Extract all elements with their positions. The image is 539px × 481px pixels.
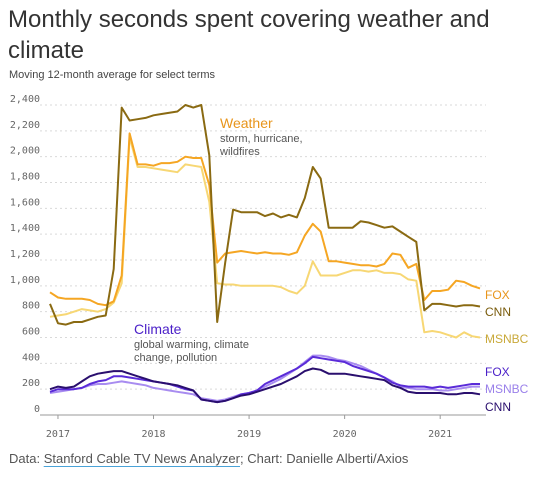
y-tick-label: 1,600 [10,197,40,208]
weather-cnn-line [49,104,481,326]
climate-cnn-label: CNN [485,400,511,414]
climate-msnbc-label: MSNBC [485,382,529,396]
chart-footer: Data: Stanford Cable TV News Analyzer; C… [9,451,408,466]
climate-fox-label: FOX [485,365,510,379]
y-tick-label: 2,000 [10,146,40,157]
y-tick-label: 2,400 [10,94,40,105]
weather-annotation-note: storm, hurricane, wildfires [219,133,306,158]
x-tick-label: 2019 [237,429,261,440]
weather-cnn-label: CNN [485,305,511,319]
climate-note-line-1: global warming, climate [134,339,249,351]
climate-fox-line [49,355,480,404]
x-tick-label: 2020 [333,429,357,440]
weather-fox-line [49,132,481,307]
climate-annotation-title: Climate [134,321,182,337]
x-tick-label: 2021 [428,429,452,440]
series-lines [49,104,481,404]
weather-fox-label: FOX [485,288,510,302]
y-tick-label: 1,400 [10,223,40,234]
weather-note-line-2: wildfires [219,146,260,158]
y-tick-label: 800 [22,301,40,312]
y-tick-label: 400 [22,352,40,363]
chart-title: Monthly seconds spent covering weather a… [8,6,490,64]
y-tick-label: 200 [22,378,40,389]
climate-msnbc-line [49,354,480,402]
y-tick-label: 2,200 [10,120,40,131]
y-tick-label: 1,200 [10,249,40,260]
source-link[interactable]: Stanford Cable TV News Analyzer [43,451,240,466]
chart-subtitle: Moving 12-month average for select terms [9,69,216,81]
footer-suffix: ; Chart: Danielle Alberti/Axios [240,451,409,466]
climate-cnn-line [49,367,481,404]
weather-annotation-title: Weather [220,115,273,131]
footer-prefix: Data: [9,451,44,466]
gridlines: 0 200 400 600 800 1,000 1,200 1,400 1,600 1,800 2,… [10,94,486,440]
weather-msnbc-line [49,136,481,339]
y-tick-label: 1,800 [10,172,40,183]
weather-msnbc-label: MSNBC [485,332,529,346]
y-tick-label: 600 [22,327,40,338]
x-tick-label: 2018 [141,429,165,440]
y-tick-label: 0 [34,404,40,415]
climate-annotation-note: global warming, climate change, pollutio… [134,339,252,364]
series-labels: Weather storm, hurricane, wildfires Clim… [134,115,529,414]
x-tick-label: 2017 [46,429,70,440]
y-tick-label: 1,000 [10,275,40,286]
weather-note-line-1: storm, hurricane, [220,133,303,145]
climate-note-line-2: change, pollution [134,352,217,364]
